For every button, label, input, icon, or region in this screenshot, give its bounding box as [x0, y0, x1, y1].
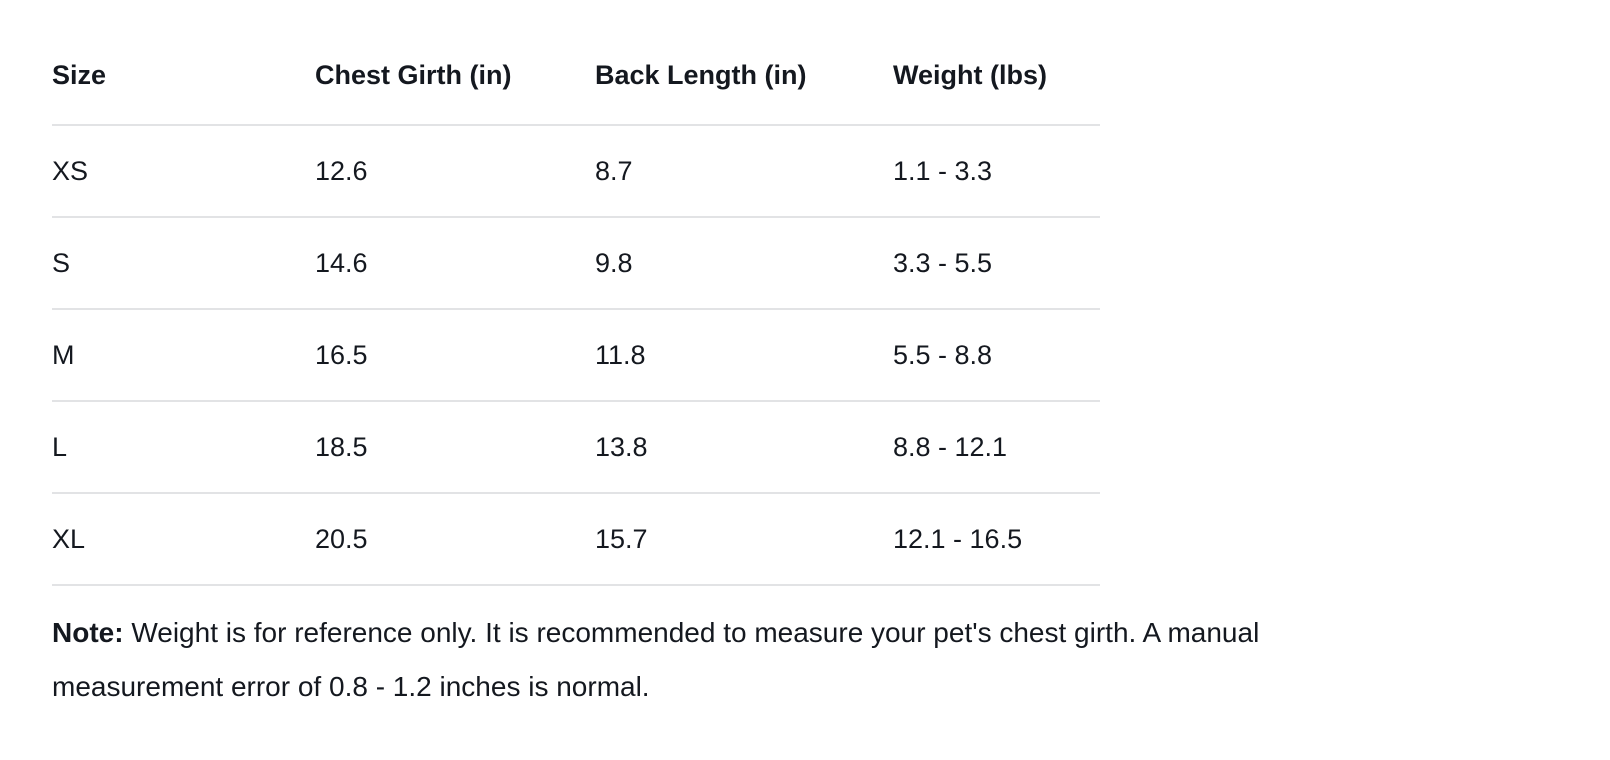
column-header-back-length: Back Length (in) [595, 0, 893, 126]
cell-size: L [52, 401, 315, 494]
column-header-weight: Weight (lbs) [893, 0, 1100, 126]
cell-chest-girth: 16.5 [315, 309, 595, 402]
cell-weight: 3.3 - 5.5 [893, 217, 1100, 310]
note-label: Note: [52, 617, 124, 648]
cell-weight: 1.1 - 3.3 [893, 125, 1100, 218]
table-row-s: S 14.6 9.8 3.3 - 5.5 [52, 217, 1100, 310]
cell-chest-girth: 18.5 [315, 401, 595, 494]
cell-weight: 12.1 - 16.5 [893, 493, 1100, 586]
table-row-xs: XS 12.6 8.7 1.1 - 3.3 [52, 125, 1100, 218]
cell-back-length: 11.8 [595, 309, 893, 402]
size-chart-table: Size Chest Girth (in) Back Length (in) W… [52, 0, 1100, 586]
cell-size: XS [52, 125, 315, 218]
table-header-row: Size Chest Girth (in) Back Length (in) W… [52, 0, 1100, 126]
column-header-size: Size [52, 0, 315, 126]
cell-size: M [52, 309, 315, 402]
size-note: Note: Weight is for reference only. It i… [52, 606, 1392, 714]
table-row-xl: XL 20.5 15.7 12.1 - 16.5 [52, 493, 1100, 586]
cell-size: S [52, 217, 315, 310]
cell-size: XL [52, 493, 315, 586]
column-header-chest-girth: Chest Girth (in) [315, 0, 595, 126]
cell-chest-girth: 12.6 [315, 125, 595, 218]
cell-weight: 5.5 - 8.8 [893, 309, 1100, 402]
note-text: Weight is for reference only. It is reco… [52, 617, 1260, 702]
cell-chest-girth: 14.6 [315, 217, 595, 310]
table-row-m: M 16.5 11.8 5.5 - 8.8 [52, 309, 1100, 402]
table-row-l: L 18.5 13.8 8.8 - 12.1 [52, 401, 1100, 494]
cell-chest-girth: 20.5 [315, 493, 595, 586]
cell-back-length: 8.7 [595, 125, 893, 218]
cell-back-length: 15.7 [595, 493, 893, 586]
cell-back-length: 9.8 [595, 217, 893, 310]
cell-weight: 8.8 - 12.1 [893, 401, 1100, 494]
cell-back-length: 13.8 [595, 401, 893, 494]
